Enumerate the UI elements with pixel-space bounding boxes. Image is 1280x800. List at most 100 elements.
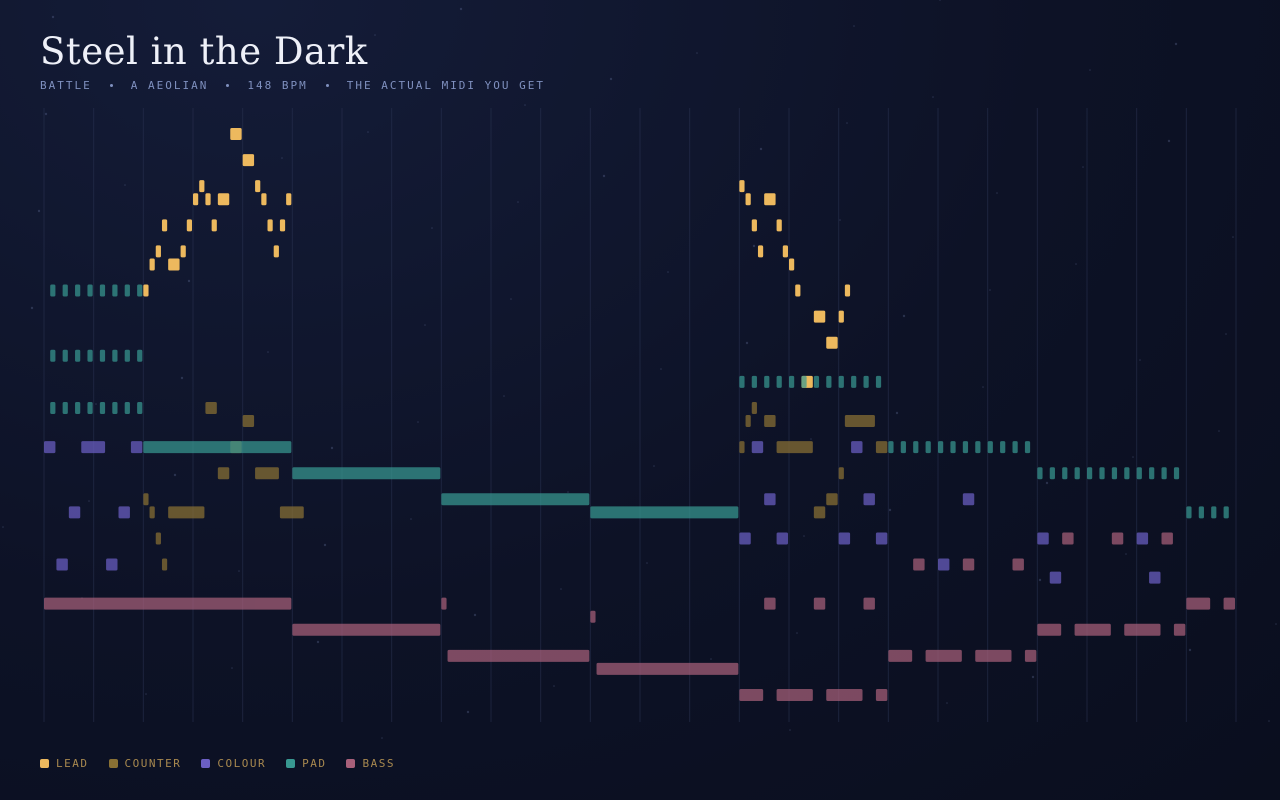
star bbox=[1225, 333, 1227, 335]
star bbox=[660, 368, 662, 370]
note bbox=[739, 689, 764, 701]
star bbox=[932, 96, 934, 98]
star bbox=[796, 632, 798, 634]
note bbox=[447, 649, 590, 662]
star bbox=[466, 710, 470, 714]
note bbox=[149, 506, 155, 519]
note bbox=[1049, 467, 1055, 480]
note bbox=[826, 689, 863, 701]
note bbox=[75, 401, 81, 414]
track bbox=[50, 284, 1229, 519]
note bbox=[776, 219, 782, 232]
star bbox=[810, 438, 812, 440]
star bbox=[145, 693, 147, 695]
legend-swatch bbox=[286, 759, 296, 768]
note bbox=[161, 219, 168, 232]
star bbox=[95, 403, 97, 405]
star bbox=[431, 227, 433, 229]
note bbox=[875, 532, 888, 545]
note bbox=[776, 441, 813, 454]
star bbox=[417, 421, 419, 423]
note bbox=[826, 336, 838, 349]
note bbox=[776, 689, 813, 701]
note bbox=[764, 597, 776, 610]
note bbox=[739, 532, 751, 545]
star bbox=[745, 341, 749, 345]
note bbox=[155, 245, 161, 258]
star bbox=[1167, 139, 1171, 143]
note bbox=[1211, 506, 1217, 519]
note bbox=[1024, 649, 1037, 662]
star bbox=[524, 104, 526, 106]
note bbox=[68, 506, 81, 519]
legend-item: PAD bbox=[286, 757, 326, 770]
note bbox=[211, 219, 217, 232]
note bbox=[875, 689, 888, 701]
title: Steel in the Dark bbox=[40, 30, 368, 73]
note bbox=[193, 193, 199, 206]
note bbox=[87, 349, 93, 362]
star bbox=[473, 613, 477, 617]
note bbox=[975, 649, 1012, 662]
star bbox=[1139, 359, 1141, 361]
note bbox=[938, 558, 950, 571]
note bbox=[87, 284, 93, 297]
note bbox=[118, 506, 130, 519]
note bbox=[863, 375, 869, 388]
note bbox=[124, 349, 130, 362]
note bbox=[764, 375, 770, 388]
note bbox=[441, 493, 590, 506]
star bbox=[288, 60, 290, 62]
note bbox=[813, 310, 826, 323]
legend-label: LEAD bbox=[56, 757, 89, 770]
legend-swatch bbox=[201, 759, 211, 768]
meta-item: A AEOLIAN bbox=[130, 79, 209, 92]
note bbox=[62, 284, 68, 297]
star bbox=[946, 702, 948, 704]
meta-item: THE ACTUAL MIDI YOU GET bbox=[346, 79, 546, 92]
note bbox=[180, 245, 186, 258]
star bbox=[1174, 42, 1178, 46]
note bbox=[1161, 532, 1173, 545]
note bbox=[757, 245, 764, 258]
note bbox=[851, 375, 857, 388]
note bbox=[62, 401, 68, 414]
note bbox=[813, 597, 826, 610]
note bbox=[745, 415, 751, 428]
note bbox=[87, 401, 93, 414]
star bbox=[1031, 675, 1035, 679]
note bbox=[838, 310, 844, 323]
note bbox=[950, 441, 956, 454]
note bbox=[913, 558, 925, 571]
legend-item: LEAD bbox=[40, 757, 89, 770]
note bbox=[230, 128, 242, 140]
note bbox=[987, 441, 993, 454]
note bbox=[838, 375, 844, 388]
star bbox=[789, 729, 791, 731]
note bbox=[1024, 441, 1031, 454]
note bbox=[186, 219, 192, 232]
note bbox=[279, 506, 304, 519]
note bbox=[81, 441, 106, 454]
note bbox=[1111, 532, 1124, 545]
star bbox=[989, 289, 991, 291]
star bbox=[609, 77, 613, 81]
note bbox=[888, 441, 894, 454]
note bbox=[99, 401, 106, 414]
star bbox=[281, 157, 283, 159]
star bbox=[51, 15, 55, 19]
star bbox=[602, 174, 606, 178]
star bbox=[124, 184, 126, 186]
note bbox=[838, 532, 851, 545]
note bbox=[217, 467, 230, 480]
note bbox=[739, 441, 745, 454]
note bbox=[99, 349, 106, 362]
separator bbox=[109, 84, 113, 87]
legend: LEAD COUNTER COLOUR PAD BASS bbox=[40, 757, 395, 770]
note bbox=[596, 662, 739, 675]
star bbox=[982, 386, 984, 388]
legend-label: PAD bbox=[302, 757, 327, 770]
star bbox=[939, 0, 941, 1]
note bbox=[286, 193, 292, 206]
note bbox=[1161, 467, 1167, 480]
